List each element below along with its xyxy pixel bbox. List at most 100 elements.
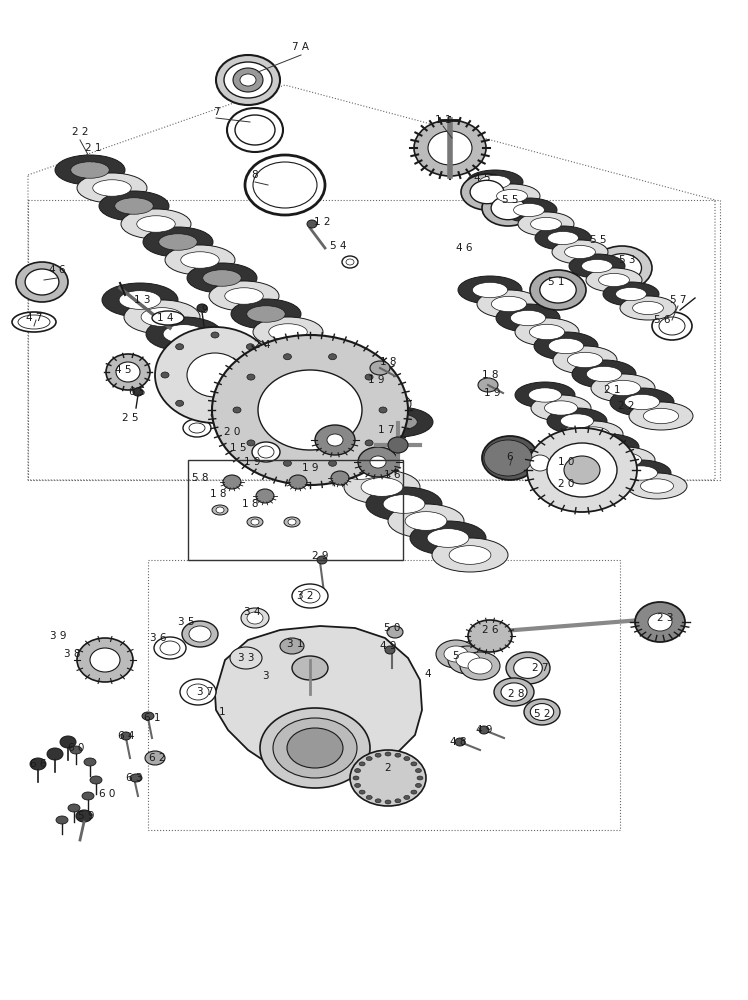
Text: 4: 4	[425, 669, 432, 679]
Ellipse shape	[460, 652, 500, 680]
Text: 2 0: 2 0	[558, 479, 574, 489]
Ellipse shape	[479, 175, 510, 189]
Ellipse shape	[524, 699, 560, 725]
Ellipse shape	[246, 344, 254, 350]
Ellipse shape	[258, 446, 274, 458]
Ellipse shape	[510, 310, 545, 326]
Ellipse shape	[388, 504, 464, 538]
Ellipse shape	[432, 538, 508, 572]
Ellipse shape	[417, 776, 423, 780]
Ellipse shape	[370, 456, 386, 468]
Ellipse shape	[367, 795, 373, 799]
Ellipse shape	[154, 637, 186, 659]
Ellipse shape	[501, 683, 527, 701]
Text: 3 6: 3 6	[150, 633, 166, 643]
Ellipse shape	[227, 108, 283, 152]
Ellipse shape	[231, 299, 301, 329]
Ellipse shape	[470, 180, 504, 204]
Ellipse shape	[473, 282, 508, 298]
Text: 3 2: 3 2	[297, 591, 313, 601]
Ellipse shape	[252, 442, 280, 462]
Ellipse shape	[300, 589, 320, 603]
Ellipse shape	[592, 440, 625, 454]
Ellipse shape	[245, 155, 325, 215]
Ellipse shape	[577, 427, 610, 441]
Ellipse shape	[530, 217, 562, 231]
Ellipse shape	[410, 521, 486, 555]
Ellipse shape	[246, 400, 254, 406]
Ellipse shape	[448, 646, 488, 674]
Text: 6 3: 6 3	[126, 773, 142, 783]
Text: 3 8: 3 8	[64, 649, 80, 659]
Ellipse shape	[216, 55, 280, 105]
Ellipse shape	[385, 752, 391, 756]
Text: 5: 5	[453, 651, 459, 661]
Ellipse shape	[346, 259, 354, 265]
Text: 1 7: 1 7	[378, 425, 394, 435]
Ellipse shape	[283, 354, 292, 360]
Text: 1 9: 1 9	[244, 457, 260, 467]
Ellipse shape	[531, 395, 591, 421]
Ellipse shape	[212, 505, 228, 515]
Ellipse shape	[404, 795, 410, 799]
Ellipse shape	[190, 351, 266, 385]
Ellipse shape	[233, 68, 263, 92]
Text: 1 8: 1 8	[242, 499, 258, 509]
Text: 5 9: 5 9	[78, 811, 94, 821]
Text: 3 3: 3 3	[238, 653, 254, 663]
Ellipse shape	[187, 263, 257, 293]
Ellipse shape	[582, 259, 613, 273]
Ellipse shape	[223, 475, 241, 489]
Ellipse shape	[335, 378, 373, 394]
Ellipse shape	[586, 366, 622, 382]
Ellipse shape	[388, 437, 408, 453]
Text: 1 2: 1 2	[313, 217, 331, 227]
Ellipse shape	[547, 443, 617, 497]
Text: 1: 1	[218, 707, 225, 717]
Ellipse shape	[385, 646, 395, 654]
Ellipse shape	[491, 296, 527, 312]
Ellipse shape	[56, 816, 68, 824]
Ellipse shape	[415, 783, 421, 787]
Ellipse shape	[47, 748, 63, 760]
Ellipse shape	[328, 460, 337, 466]
Text: 4 7: 4 7	[25, 313, 42, 323]
Ellipse shape	[629, 402, 693, 430]
Ellipse shape	[203, 270, 242, 286]
Ellipse shape	[247, 517, 263, 527]
Text: 1 8: 1 8	[380, 357, 396, 367]
Ellipse shape	[648, 613, 672, 631]
Ellipse shape	[494, 678, 534, 706]
Ellipse shape	[518, 212, 574, 236]
Ellipse shape	[240, 74, 256, 86]
Ellipse shape	[540, 277, 576, 303]
Text: 5 4: 5 4	[330, 241, 346, 251]
Ellipse shape	[363, 407, 433, 437]
Ellipse shape	[477, 290, 541, 318]
Ellipse shape	[256, 402, 332, 436]
Text: 5 0: 5 0	[384, 623, 400, 633]
Ellipse shape	[261, 372, 269, 378]
Ellipse shape	[289, 475, 307, 489]
Ellipse shape	[341, 389, 411, 419]
Ellipse shape	[313, 360, 352, 376]
Text: 6: 6	[506, 452, 513, 462]
Ellipse shape	[367, 757, 373, 761]
Ellipse shape	[530, 704, 554, 720]
Ellipse shape	[163, 325, 205, 343]
Ellipse shape	[591, 374, 655, 402]
Ellipse shape	[253, 162, 317, 208]
Ellipse shape	[635, 602, 685, 642]
Text: 2 9: 2 9	[312, 551, 328, 561]
Ellipse shape	[12, 312, 56, 332]
Ellipse shape	[141, 308, 183, 326]
Ellipse shape	[247, 440, 255, 446]
Ellipse shape	[260, 708, 370, 788]
Ellipse shape	[70, 746, 82, 754]
Ellipse shape	[553, 346, 617, 374]
Ellipse shape	[611, 460, 671, 486]
Ellipse shape	[350, 750, 426, 806]
Ellipse shape	[211, 412, 219, 418]
Ellipse shape	[405, 512, 447, 530]
Ellipse shape	[280, 638, 304, 654]
